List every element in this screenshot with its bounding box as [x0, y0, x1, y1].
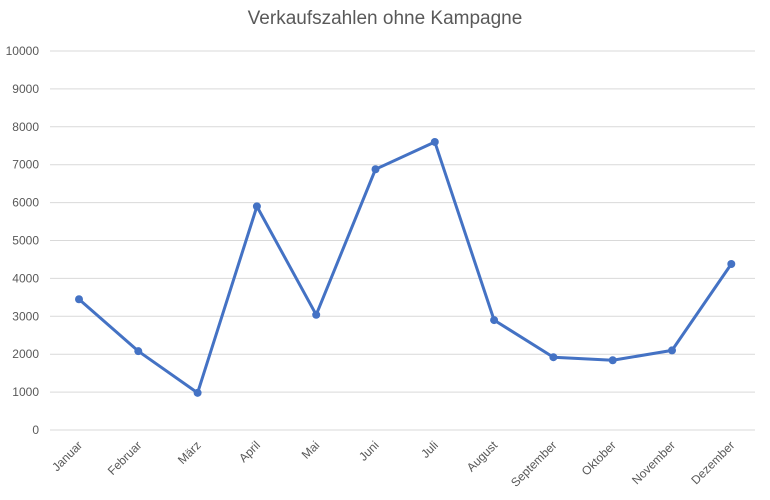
x-tick-label: April — [236, 438, 263, 465]
y-tick-label: 0 — [32, 423, 39, 437]
x-tick-label: Januar — [49, 438, 85, 474]
data-point — [549, 353, 558, 362]
x-axis-ticks: Januar Februar März April Mai Juni Juli August S… — [49, 438, 737, 490]
x-tick-label: März — [175, 438, 204, 467]
data-point — [490, 316, 499, 325]
x-tick-label: November — [629, 438, 678, 487]
chart-title: Verkaufszahlen ohne Kampagne — [247, 8, 523, 29]
data-point — [608, 356, 617, 365]
data-point — [668, 346, 676, 355]
series-line — [77, 140, 733, 395]
x-tick-label: September — [508, 438, 559, 489]
x-tick-label: Februar — [105, 438, 145, 478]
data-point — [75, 295, 83, 304]
y-tick-label: 8000 — [12, 120, 39, 134]
series-layer — [75, 137, 736, 397]
data-point — [430, 137, 439, 146]
data-point — [134, 347, 143, 356]
data-point — [312, 310, 321, 319]
y-axis-ticks: 0 1000 2000 3000 4000 5000 6000 7000 8000 9000 100… — [6, 44, 40, 437]
data-point — [727, 259, 736, 268]
data-point — [371, 165, 380, 174]
y-tick-label: 2000 — [12, 347, 39, 361]
y-tick-label: 1000 — [12, 385, 39, 399]
y-tick-label: 4000 — [12, 271, 39, 285]
x-tick-label: Oktober — [579, 438, 619, 478]
x-tick-label: Dezember — [688, 438, 737, 487]
y-tick-label: 5000 — [12, 234, 39, 248]
y-tick-label: 6000 — [12, 196, 39, 210]
y-tick-label: 10000 — [6, 44, 40, 58]
x-tick-label: August — [464, 438, 501, 475]
y-tick-label: 9000 — [12, 82, 39, 96]
gridlines — [50, 50, 755, 431]
x-tick-label: Mai — [299, 438, 323, 462]
data-point — [252, 202, 261, 211]
x-tick-label: Juni — [356, 438, 381, 463]
x-tick-label: Juli — [418, 438, 441, 461]
data-point — [193, 388, 202, 397]
y-tick-label: 3000 — [12, 309, 39, 323]
y-tick-label: 7000 — [12, 158, 39, 172]
